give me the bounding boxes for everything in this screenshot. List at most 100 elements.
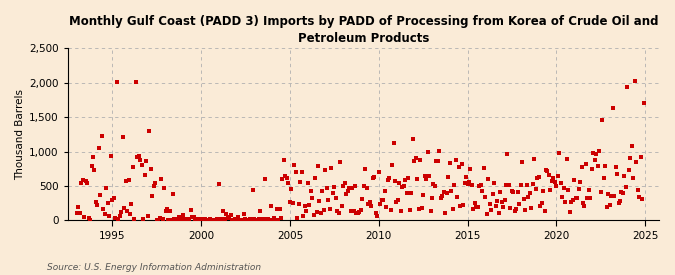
Point: [244, 217, 255, 221]
Point: [171, 217, 182, 221]
Point: [150, 181, 161, 185]
Point: [393, 198, 404, 202]
Point: [344, 186, 354, 190]
Point: [122, 208, 132, 213]
Point: [471, 205, 482, 210]
Point: [425, 209, 436, 213]
Point: [153, 218, 163, 222]
Point: [612, 172, 622, 176]
Point: [589, 157, 600, 162]
Point: [470, 201, 481, 206]
Point: [547, 178, 558, 183]
Point: [101, 186, 111, 191]
Point: [496, 199, 507, 204]
Point: [394, 181, 405, 185]
Point: [580, 162, 591, 166]
Point: [460, 175, 471, 179]
Point: [629, 79, 640, 83]
Point: [98, 207, 109, 211]
Point: [601, 205, 612, 209]
Point: [419, 174, 430, 178]
Point: [510, 208, 520, 213]
Point: [379, 189, 390, 193]
Point: [253, 217, 264, 221]
Point: [263, 217, 273, 222]
Point: [341, 191, 352, 196]
Point: [551, 183, 562, 188]
Point: [88, 155, 99, 159]
Point: [516, 182, 526, 187]
Point: [562, 157, 572, 162]
Point: [221, 212, 232, 216]
Point: [373, 170, 384, 174]
Point: [345, 209, 356, 213]
Point: [532, 176, 543, 180]
Point: [439, 190, 450, 194]
Point: [89, 167, 100, 172]
Point: [319, 208, 329, 212]
Point: [427, 196, 437, 200]
Point: [227, 218, 238, 222]
Point: [458, 202, 468, 207]
Point: [391, 200, 402, 205]
Point: [123, 178, 134, 182]
Point: [172, 218, 183, 222]
Point: [397, 185, 408, 189]
Point: [517, 160, 528, 164]
Point: [413, 207, 424, 211]
Point: [169, 217, 180, 221]
Point: [270, 218, 281, 222]
Point: [99, 211, 110, 216]
Point: [588, 151, 599, 155]
Point: [115, 210, 126, 214]
Point: [597, 118, 608, 122]
Point: [407, 137, 418, 142]
Point: [632, 188, 643, 192]
Point: [284, 200, 295, 204]
Point: [504, 183, 514, 187]
Point: [387, 163, 398, 167]
Point: [304, 203, 315, 208]
Point: [342, 189, 353, 193]
Point: [548, 176, 559, 180]
Point: [138, 217, 148, 221]
Point: [622, 85, 632, 89]
Point: [308, 213, 319, 217]
Point: [212, 217, 223, 222]
Point: [178, 213, 189, 217]
Point: [286, 186, 297, 191]
Point: [125, 212, 136, 217]
Point: [604, 203, 615, 207]
Point: [240, 217, 251, 221]
Point: [279, 158, 290, 162]
Point: [184, 218, 194, 222]
Point: [347, 186, 358, 190]
Point: [533, 175, 544, 179]
Point: [521, 183, 532, 188]
Point: [615, 199, 626, 203]
Point: [218, 209, 229, 214]
Point: [92, 202, 103, 207]
Point: [197, 217, 208, 222]
Point: [456, 162, 467, 167]
Point: [288, 200, 298, 205]
Point: [248, 188, 259, 192]
Point: [73, 205, 84, 209]
Point: [333, 211, 344, 215]
Point: [265, 204, 276, 208]
Point: [181, 217, 192, 221]
Point: [275, 216, 286, 220]
Point: [231, 218, 242, 222]
Point: [166, 218, 177, 222]
Point: [311, 210, 322, 214]
Point: [354, 210, 365, 214]
Point: [444, 161, 455, 166]
Point: [464, 180, 475, 184]
Point: [95, 193, 106, 197]
Point: [310, 176, 321, 180]
Point: [104, 214, 115, 218]
Point: [535, 204, 545, 208]
Point: [176, 217, 187, 221]
Point: [414, 157, 425, 162]
Point: [356, 208, 367, 213]
